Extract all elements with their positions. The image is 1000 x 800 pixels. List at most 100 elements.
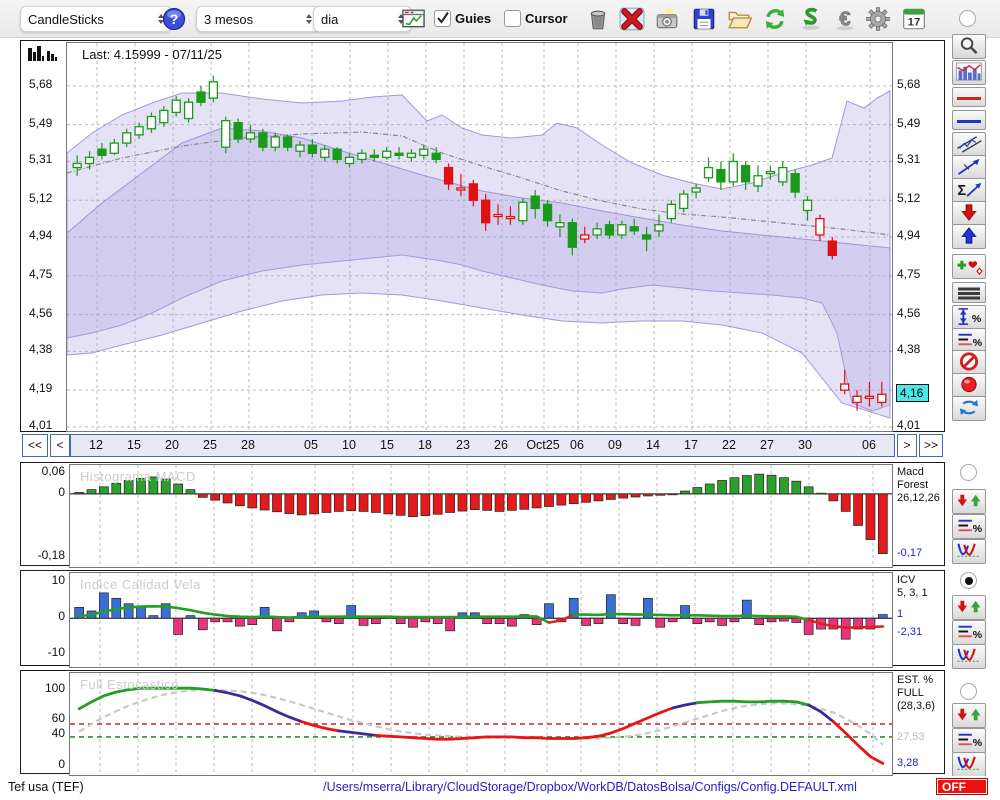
icv-panel-radio[interactable] — [960, 572, 977, 589]
stoch-panel-radio[interactable] — [960, 683, 977, 700]
current-price-badge: 4,16 — [896, 384, 929, 402]
nav-next-button[interactable]: > — [897, 434, 917, 457]
refresh-icon — [765, 9, 785, 29]
settings-button[interactable] — [865, 6, 891, 32]
record-button[interactable] — [952, 373, 986, 398]
chart-type-select[interactable]: CandleSticks — [20, 6, 172, 32]
y-tick-label: 5,12 — [29, 191, 53, 206]
levels-button[interactable] — [952, 282, 986, 303]
y-tick-label: 4,94 — [29, 228, 53, 242]
percent-lines-button[interactable]: % — [952, 328, 986, 353]
help-button[interactable]: ? — [162, 7, 186, 31]
interval-select[interactable]: dia — [313, 6, 412, 32]
trendline-arrow-icon — [958, 158, 980, 175]
last-price-label: Last: 4.15999 - 07/11/25 — [82, 47, 222, 62]
sync-button[interactable] — [798, 6, 824, 32]
macd-panel: Histograma MACD Macd Forest 26,12,26 -0,… — [20, 462, 945, 568]
camera-button[interactable] — [654, 6, 680, 32]
stoch-percent-lines-button[interactable]: % — [952, 728, 986, 753]
red-line-icon — [957, 97, 981, 100]
no-entry-icon — [959, 352, 979, 371]
save-button[interactable] — [691, 6, 717, 32]
indicator-window-button[interactable] — [952, 60, 986, 85]
macd-plot-area: Histograma MACD — [69, 464, 893, 568]
vertical-range-percent-button[interactable]: % — [952, 305, 986, 330]
sum-trendline-button[interactable]: Σ — [952, 178, 986, 203]
guies-label: Guies — [455, 11, 492, 26]
chart-window-button[interactable] — [402, 8, 425, 29]
macd-panel-radio[interactable] — [960, 464, 977, 481]
icv-name: ICV — [897, 574, 916, 586]
x-tick-label: 14 — [646, 438, 660, 452]
arrow-up-blue-button[interactable] — [952, 224, 986, 249]
markers-button[interactable] — [952, 254, 986, 279]
icv-curve-button[interactable] — [952, 644, 986, 669]
vertical-arrows-percent-icon: % — [958, 308, 982, 325]
off-status-badge[interactable]: OFF — [936, 778, 988, 795]
three-bars-icon — [958, 287, 980, 300]
y-tick-label: 4,38 — [897, 342, 921, 357]
icv-avg-value: -2,31 — [897, 626, 923, 638]
volume-bars-icon[interactable] — [27, 44, 59, 62]
icv-percent-lines-button[interactable]: % — [952, 620, 986, 645]
period-select[interactable]: 3 mesos — [196, 6, 320, 32]
y-tick-label: 4,75 — [29, 266, 53, 281]
y-tick-label: -0,18 — [37, 548, 65, 563]
stoch-name: FULL — [897, 687, 924, 699]
nav-first-button[interactable]: << — [22, 434, 48, 457]
refresh-button[interactable] — [762, 6, 788, 32]
channel-button[interactable] — [952, 132, 986, 157]
x-tick-label: 23 — [456, 438, 470, 452]
y-tick-label: 40 — [51, 726, 65, 741]
percent-lines-icon: % — [958, 733, 983, 749]
indicator-chart-icon — [956, 62, 982, 81]
macd-signal-arrows-button[interactable] — [952, 489, 986, 514]
icv-signal-arrows-button[interactable] — [952, 595, 986, 620]
macd-curve-button[interactable] — [952, 539, 986, 564]
zoom-button[interactable] — [952, 34, 986, 59]
open-button[interactable] — [726, 6, 753, 32]
guies-checkbox[interactable] — [434, 10, 451, 27]
cursor-label: Cursor — [525, 11, 568, 26]
y-tick-label: 60 — [51, 711, 65, 726]
x-tick-label: 27 — [760, 438, 774, 452]
blue-hline-button[interactable] — [952, 110, 986, 130]
stoch-curve-button[interactable] — [952, 752, 986, 777]
trash-button[interactable] — [585, 6, 611, 32]
chevron-updown-icon — [298, 14, 312, 24]
stoch-signal-arrows-button[interactable] — [952, 703, 986, 728]
nav-last-button[interactable]: >> — [919, 434, 943, 457]
y-tick-label: 4,01 — [29, 417, 53, 432]
macd-percent-lines-button[interactable]: % — [952, 514, 986, 539]
red-hline-button[interactable] — [952, 87, 986, 107]
y-tick-label: 5,49 — [29, 115, 53, 130]
symbol-label: Tef usa (TEF) — [8, 780, 84, 794]
y-tick-label: 0,06 — [41, 463, 65, 478]
x-tick-label: Oct25 — [526, 438, 560, 452]
svg-text:%: % — [973, 737, 983, 749]
y-tick-label: 4,38 — [29, 342, 53, 357]
forbidden-button[interactable] — [952, 350, 986, 375]
x-axis-strip[interactable]: 12 15 20 25 28 05 10 15 18 23 26 Oct25 06 09 14 17 22 27 3… — [70, 434, 895, 457]
curves-icon — [957, 756, 981, 770]
toolbar-radio[interactable] — [959, 10, 976, 27]
cursor-checkbox[interactable] — [504, 10, 521, 27]
trendline-button[interactable] — [952, 155, 986, 180]
stoch-watermark: Full Estocastico — [80, 677, 180, 692]
y-tick-label: 4,01 — [897, 417, 921, 432]
arrow-down-red-button[interactable] — [952, 201, 986, 226]
calendar-button[interactable]: 17 — [901, 6, 927, 32]
nav-prev-button[interactable]: < — [50, 434, 70, 457]
x-tick-label: 06 — [862, 438, 876, 452]
magnifier-icon — [960, 37, 978, 55]
y-tick-label: 4,56 — [29, 305, 53, 320]
icv-value: 1 — [897, 608, 904, 620]
refresh-blue-button[interactable] — [952, 396, 986, 421]
svg-text:€: € — [839, 8, 851, 31]
y-tick-label: 4,94 — [897, 228, 921, 242]
euro-button[interactable]: € — [832, 6, 858, 32]
red-down-arrow-icon — [961, 204, 977, 221]
delete-button[interactable] — [619, 6, 645, 32]
percent-lines-icon: % — [958, 625, 983, 641]
